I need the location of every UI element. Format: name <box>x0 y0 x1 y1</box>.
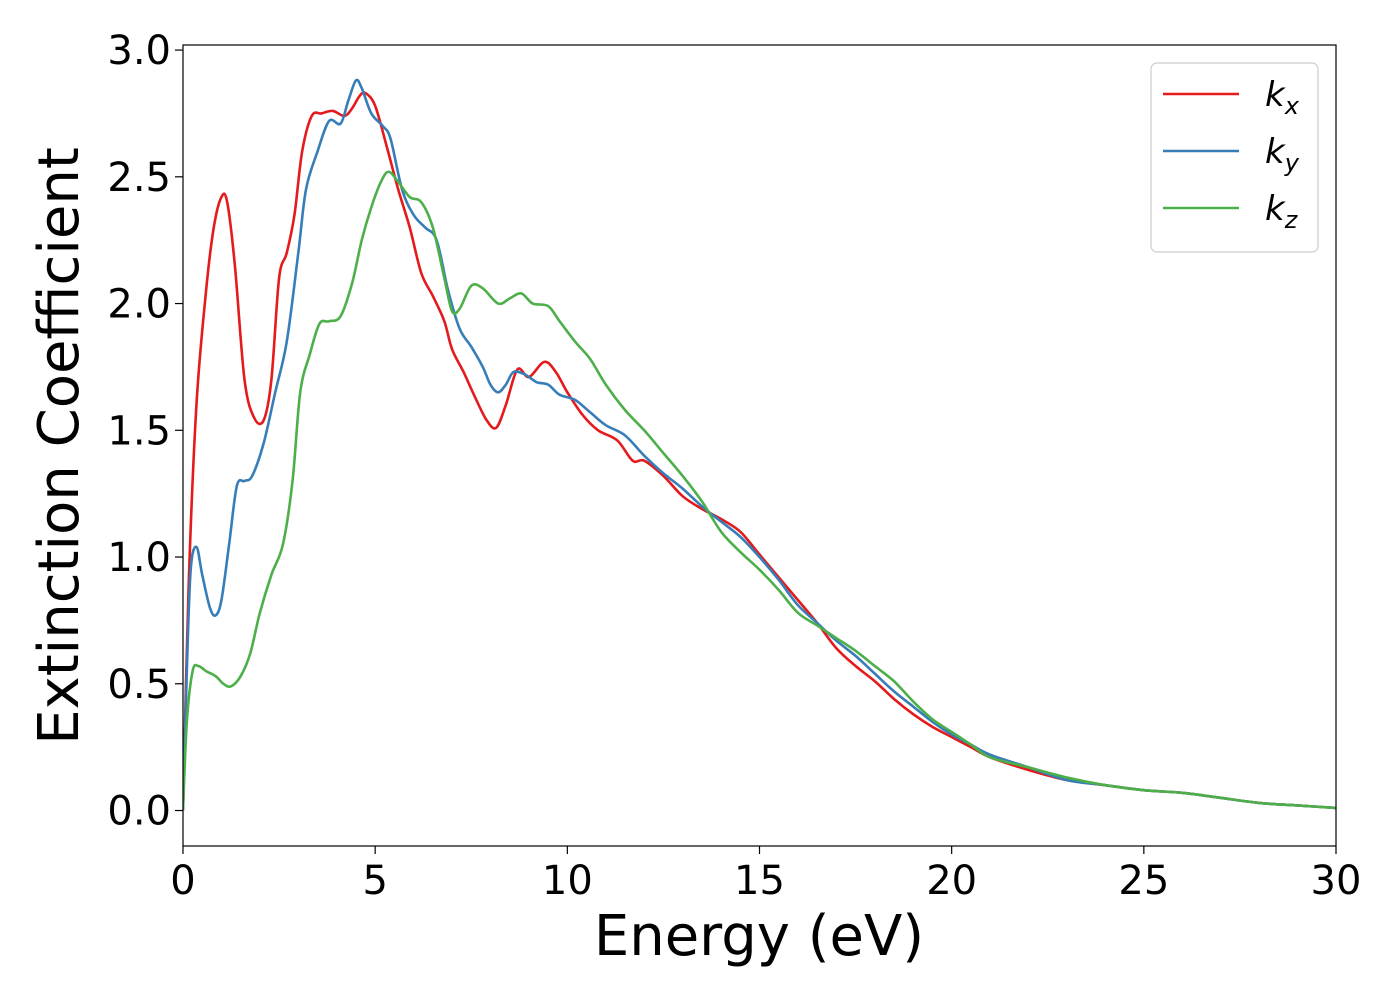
legend-label-kz: kz <box>1265 189 1299 234</box>
y-axis-label: Extinction Coefficient <box>27 147 92 745</box>
y-axis-ticks: 0.0 0.5 1.0 1.5 2.0 2.5 3.0 <box>107 28 183 835</box>
y-tick-label: 1.5 <box>107 408 171 454</box>
y-tick-label: 1.0 <box>107 535 171 581</box>
y-tick-label: 3.0 <box>107 28 171 74</box>
series-line-ky <box>183 78 1336 811</box>
x-tick-label: 20 <box>926 858 977 904</box>
x-axis-ticks: 0 5 10 15 20 25 30 <box>170 846 1361 904</box>
x-tick-label: 5 <box>362 858 387 904</box>
x-tick-label: 0 <box>170 858 195 904</box>
legend: kx ky kz <box>1150 62 1319 253</box>
y-tick-label: 2.5 <box>107 155 171 201</box>
legend-label-ky: ky <box>1265 132 1300 177</box>
x-tick-label: 30 <box>1311 858 1362 904</box>
y-tick-label: 2.0 <box>107 282 171 328</box>
x-axis-label: Energy (eV) <box>594 904 924 969</box>
legend-box <box>1150 62 1319 253</box>
series-line-kx <box>183 91 1336 811</box>
x-tick-label: 15 <box>734 858 785 904</box>
legend-label-kx: kx <box>1265 75 1300 120</box>
series-layer <box>183 78 1336 811</box>
y-tick-label: 0.0 <box>107 789 171 835</box>
series-line-kz <box>183 170 1336 811</box>
x-tick-label: 25 <box>1118 858 1169 904</box>
y-tick-label: 0.5 <box>107 662 171 708</box>
x-tick-label: 10 <box>542 858 593 904</box>
